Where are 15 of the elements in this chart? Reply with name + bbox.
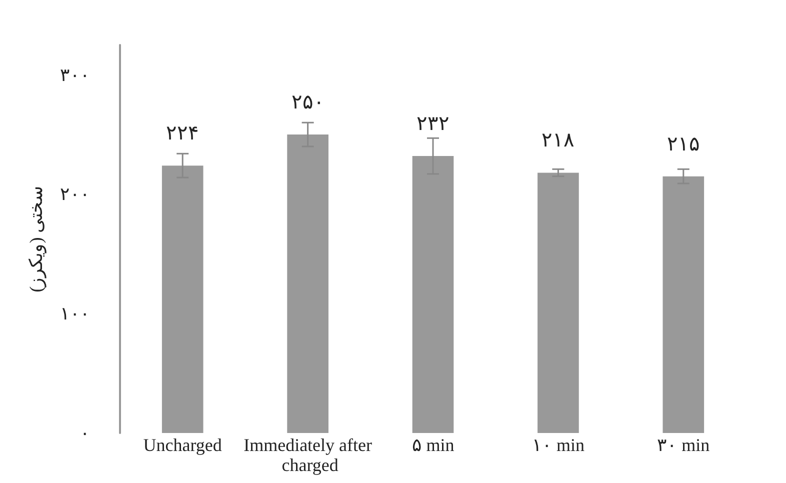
x-tick-label: Uncharged: [143, 435, 222, 455]
y-tick-label: ۱۰۰: [60, 304, 90, 324]
y-tick-label: ۰: [80, 423, 90, 443]
data-label: ۲۱۵: [666, 133, 700, 156]
x-tick-label: ۵ min: [412, 435, 454, 455]
y-tick-label: ۳۰۰: [60, 64, 90, 85]
data-label: ۲۵۰: [291, 92, 324, 114]
data-label: ۲۱۸: [542, 130, 575, 152]
data-label: ۲۳۲: [416, 113, 450, 136]
data-label: ۲۲۴: [166, 122, 200, 145]
y-tick-label: ۲۰۰: [60, 184, 90, 204]
y-axis-title: سختی (ویکرز): [26, 186, 47, 292]
x-tick-label: ۱۰ min: [532, 435, 584, 455]
x-tick-label: Immediately after charged: [244, 435, 372, 475]
x-tick-label: ۳۰ min: [657, 435, 710, 455]
